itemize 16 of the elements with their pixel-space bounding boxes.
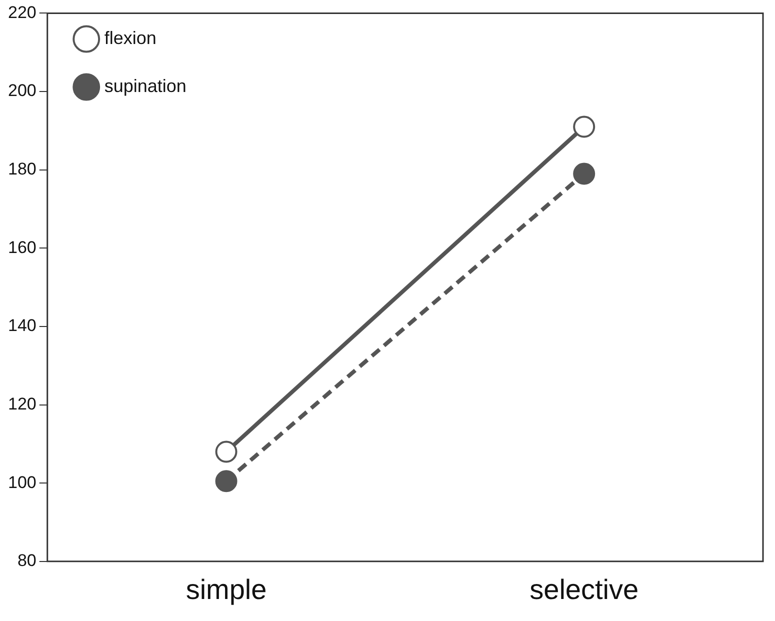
point bbox=[215, 470, 238, 492]
y-tick-label: 80 bbox=[17, 551, 36, 570]
x-tick-label: simple bbox=[186, 574, 267, 605]
point bbox=[215, 440, 238, 463]
y-tick-label: 200 bbox=[8, 81, 36, 100]
x-tick-label: selective bbox=[530, 574, 639, 605]
legend-label: supination bbox=[104, 76, 186, 96]
y-tick-label: 180 bbox=[8, 160, 36, 179]
point bbox=[573, 162, 596, 185]
y-tick-label: 100 bbox=[8, 472, 36, 492]
point bbox=[573, 116, 596, 138]
y-tick-label: 140 bbox=[8, 316, 36, 336]
y-tick-label: 120 bbox=[8, 394, 36, 414]
y-tick-label: 220 bbox=[8, 2, 36, 22]
y-tick-label: 160 bbox=[8, 238, 36, 257]
legend-label: flexion bbox=[104, 28, 156, 48]
